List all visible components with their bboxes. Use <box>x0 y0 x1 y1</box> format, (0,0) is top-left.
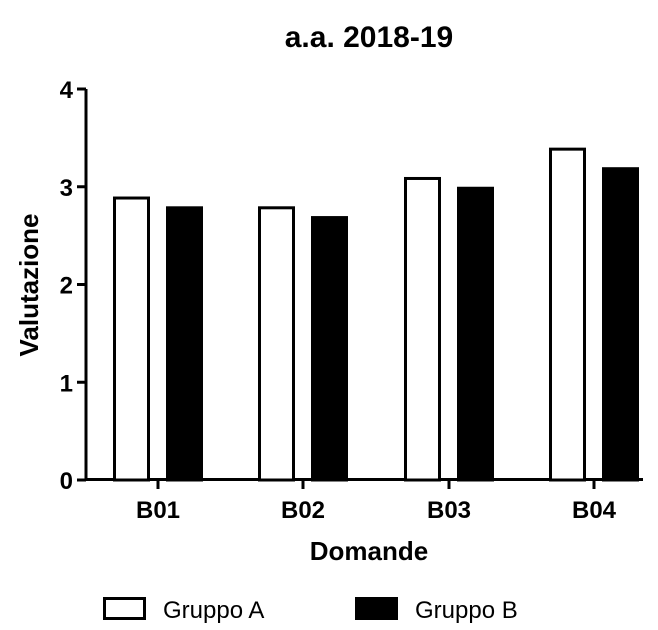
bar-gruppo-a-b04 <box>549 147 586 482</box>
bar-gruppo-b-b04 <box>602 167 639 482</box>
chart-title: a.a. 2018-19 <box>285 21 453 54</box>
legend-swatch-gruppo-b <box>355 597 398 620</box>
bar-gruppo-a-b01 <box>113 196 150 482</box>
y-axis-title: Valutazione <box>14 213 44 356</box>
x-axis-title: Domande <box>310 536 428 566</box>
y-ticks: 0 1 2 3 4 <box>60 77 86 495</box>
legend-label-gruppo-a: Gruppo A <box>163 597 264 624</box>
x-tick-label: B04 <box>572 497 617 524</box>
legend-label-gruppo-b: Gruppo B <box>415 597 518 624</box>
y-tick-label: 3 <box>60 175 73 202</box>
bar-gruppo-b-b03 <box>457 186 494 482</box>
bar-gruppo-a-b02 <box>258 206 295 482</box>
bar-gruppo-b-b02 <box>311 216 348 482</box>
y-tick-label: 2 <box>60 273 73 300</box>
legend-swatch-gruppo-a <box>103 597 146 620</box>
y-tick-label: 0 <box>60 468 73 495</box>
bar-gruppo-b-b01 <box>166 206 203 482</box>
x-tick-label: B01 <box>136 497 180 524</box>
x-ticks: B01 B02 B03 B04 <box>136 480 617 524</box>
y-tick-label: 4 <box>60 77 74 104</box>
x-tick-label: B03 <box>427 497 471 524</box>
y-tick-label: 1 <box>60 370 73 397</box>
legend: Gruppo A Gruppo B <box>103 597 518 624</box>
bar-gruppo-a-b03 <box>404 176 441 482</box>
x-tick-label: B02 <box>281 497 325 524</box>
bars <box>113 147 639 482</box>
